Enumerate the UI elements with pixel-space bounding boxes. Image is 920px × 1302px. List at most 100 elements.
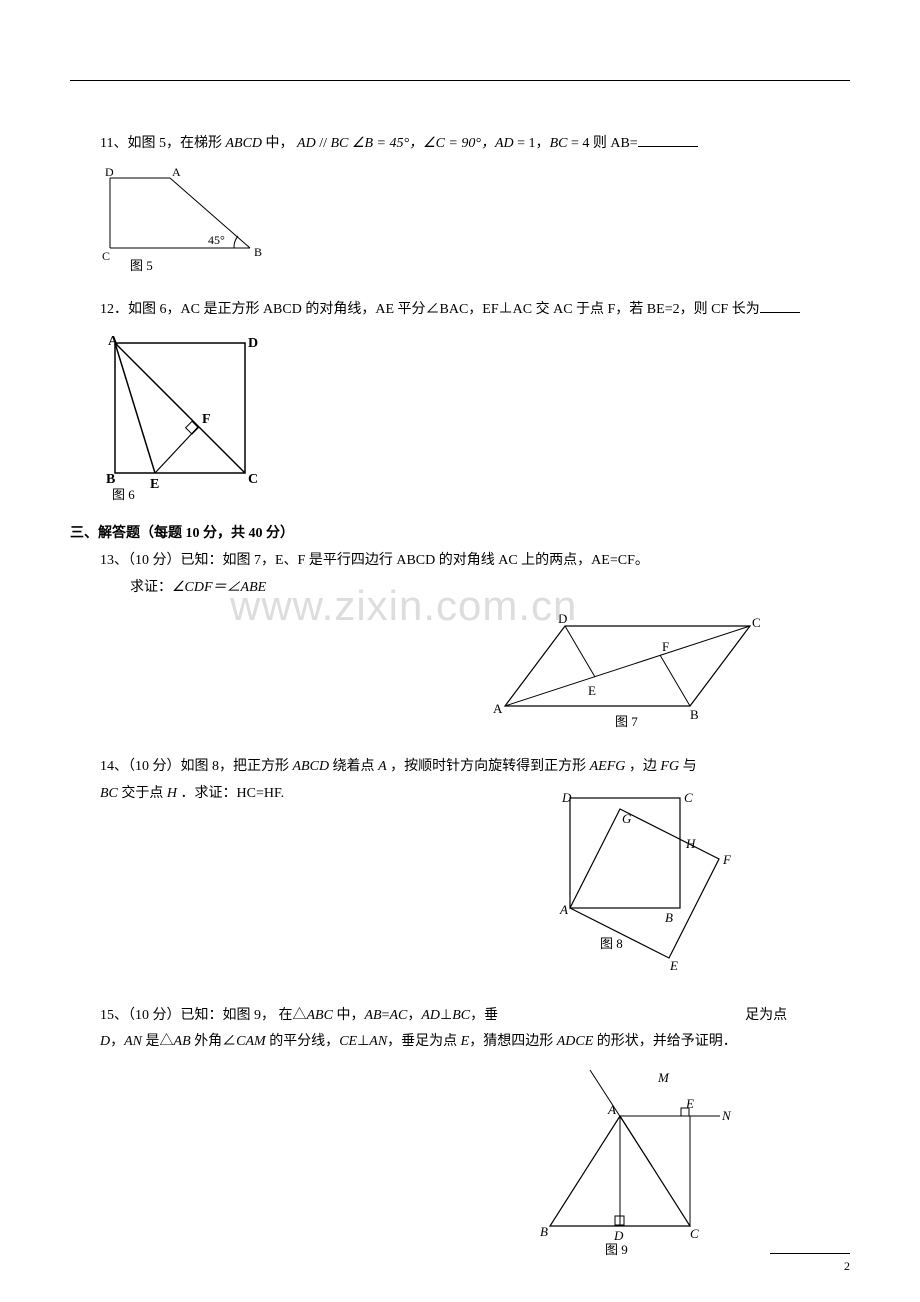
- svg-text:H: H: [685, 836, 696, 851]
- svg-text:A: A: [108, 334, 119, 349]
- svg-text:A: A: [559, 902, 568, 917]
- q11-eq4: = 4 则 AB=: [567, 136, 637, 151]
- svg-text:A: A: [493, 701, 503, 716]
- q14-H: H: [167, 786, 177, 801]
- q11-angleC: ∠C = 90°，: [423, 136, 495, 151]
- q13-line1: 13、（10 分）已知：如图 7，E、F 是平行四边行 ABCD 的对角线 AC…: [100, 548, 850, 575]
- q11-eq1: = 1，: [514, 136, 550, 151]
- q15-E: E: [461, 1034, 470, 1049]
- q15-t5: 外角∠: [191, 1034, 237, 1049]
- q15-bc: BC: [452, 1008, 470, 1023]
- q11-bc2: BC: [550, 136, 568, 151]
- q15-an2: AN: [369, 1034, 387, 1049]
- svg-text:B: B: [106, 472, 115, 487]
- q15-ab2: AB: [174, 1034, 191, 1049]
- figure-7-wrap: A B C D E F 图 7: [70, 611, 770, 736]
- q11-abcd: ABCD: [225, 136, 262, 151]
- q14-aefg: AEFG: [590, 759, 626, 774]
- q15-t1: 15、（10 分）已知：如图 9， 在△: [100, 1008, 307, 1023]
- svg-text:D: D: [613, 1228, 624, 1243]
- svg-text:图 5: 图 5: [130, 258, 153, 273]
- q15-t7: ，垂足为点: [387, 1034, 461, 1049]
- q14-t1: 14、（10 分）如图 8，把正方形: [100, 759, 293, 774]
- figure-8-wrap: A B C D E F G H 图 8: [70, 788, 750, 983]
- q11-ad2: AD: [495, 136, 514, 151]
- question-12: 12．如图 6，AC 是正方形 ABCD 的对角线，AE 平分∠BAC，EF⊥A…: [100, 297, 850, 324]
- q12-text: 12．如图 6，AC 是正方形 ABCD 的对角线，AE 平分∠BAC，EF⊥A…: [100, 302, 760, 317]
- q14-t7: ．求证：HC=HF.: [177, 786, 284, 801]
- svg-text:B: B: [254, 245, 262, 259]
- svg-text:G: G: [622, 811, 632, 826]
- q13-line2: 求证：∠CDF＝∠ABE: [130, 575, 850, 602]
- q15-t3b: 足为点: [745, 1008, 787, 1023]
- q11-angleB: ∠B = 45°，: [352, 136, 423, 151]
- svg-text:M: M: [657, 1070, 670, 1085]
- q11-prefix: 11、如图 5，在梯形: [100, 136, 225, 151]
- q15-D: D: [100, 1034, 110, 1049]
- q15-t2: 中，: [333, 1008, 365, 1023]
- q15-t4: 是△: [142, 1034, 174, 1049]
- svg-text:E: E: [685, 1096, 694, 1111]
- svg-text:C: C: [690, 1226, 699, 1241]
- footer-rule: [770, 1253, 850, 1254]
- svg-text:C: C: [752, 615, 761, 630]
- q14-fg: FG: [660, 759, 679, 774]
- q15-cam: CAM: [236, 1034, 266, 1049]
- q11-bc: BC: [331, 136, 349, 151]
- q14-abcd: ABCD: [293, 759, 330, 774]
- q15-t6: 的平分线，: [266, 1034, 340, 1049]
- q15-ad: AD: [421, 1008, 440, 1023]
- figure-5-svg: D A C B 45° 图 5: [100, 168, 280, 278]
- q12-blank: [760, 298, 800, 313]
- page-number: 2: [844, 1259, 850, 1274]
- svg-text:F: F: [202, 412, 211, 427]
- section-3-title: 三、解答题（每题 10 分，共 40 分）: [70, 522, 850, 542]
- q15-t9: 的形状，并给予证明．: [593, 1034, 737, 1049]
- svg-text:45°: 45°: [208, 233, 225, 247]
- svg-text:C: C: [248, 472, 258, 487]
- q15-an: AN: [124, 1034, 142, 1049]
- q14-t3: ，按顺时针方向旋转得到正方形: [387, 759, 590, 774]
- svg-text:N: N: [721, 1108, 732, 1123]
- q15-ce: CE: [339, 1034, 357, 1049]
- svg-text:图 9: 图 9: [605, 1242, 628, 1256]
- figure-9-svg: A B C D E M N 图 9: [530, 1066, 740, 1256]
- q11-mid1: 中，: [262, 136, 294, 151]
- svg-text:图 6: 图 6: [112, 487, 135, 502]
- q14-t2: 绕着点: [329, 759, 378, 774]
- svg-text:图 8: 图 8: [600, 936, 623, 951]
- question-13: 13、（10 分）已知：如图 7，E、F 是平行四边行 ABCD 的对角线 AC…: [100, 548, 850, 601]
- figure-6: A D B C E F 图 6: [100, 333, 850, 508]
- svg-text:C: C: [102, 249, 110, 263]
- q15-abc: ABC: [307, 1008, 333, 1023]
- q11-ad: AD: [297, 136, 316, 151]
- q14-t4: ，边: [625, 759, 660, 774]
- header-rule: [70, 80, 850, 81]
- question-15: 15、（10 分）已知：如图 9， 在△ABC 中，AB=AC，AD⊥BC，垂 …: [100, 1003, 850, 1056]
- svg-text:E: E: [669, 958, 678, 973]
- q15-ac: AC: [389, 1008, 407, 1023]
- svg-text:F: F: [722, 852, 732, 867]
- svg-text:D: D: [558, 611, 567, 626]
- svg-text:图 7: 图 7: [615, 714, 638, 729]
- q11-blank: [638, 132, 698, 147]
- svg-text:D: D: [105, 168, 114, 179]
- svg-text:A: A: [607, 1102, 616, 1117]
- q15-t8: ，猜想四边形: [469, 1034, 557, 1049]
- svg-text:B: B: [540, 1224, 548, 1239]
- page: www.zixin.com.cn 11、如图 5，在梯形 ABCD 中， AD …: [0, 0, 920, 1302]
- q15-perp2: ⊥: [357, 1034, 369, 1049]
- q14-bc: BC: [100, 786, 118, 801]
- figure-9-wrap: A B C D E M N 图 9: [70, 1066, 740, 1261]
- q14-A: A: [378, 759, 387, 774]
- q15-perp1: ⊥: [440, 1008, 452, 1023]
- svg-text:E: E: [150, 477, 159, 492]
- q15-adce: ADCE: [557, 1034, 594, 1049]
- svg-text:B: B: [665, 910, 673, 925]
- q11-text: 11、如图 5，在梯形 ABCD 中， AD // BC ∠B = 45°，∠C…: [100, 136, 698, 151]
- q15-ab: AB: [364, 1008, 381, 1023]
- figure-7-svg: A B C D E F 图 7: [490, 611, 770, 731]
- svg-text:F: F: [662, 639, 669, 654]
- q15-t3: ，垂: [470, 1008, 498, 1023]
- svg-text:A: A: [172, 168, 181, 179]
